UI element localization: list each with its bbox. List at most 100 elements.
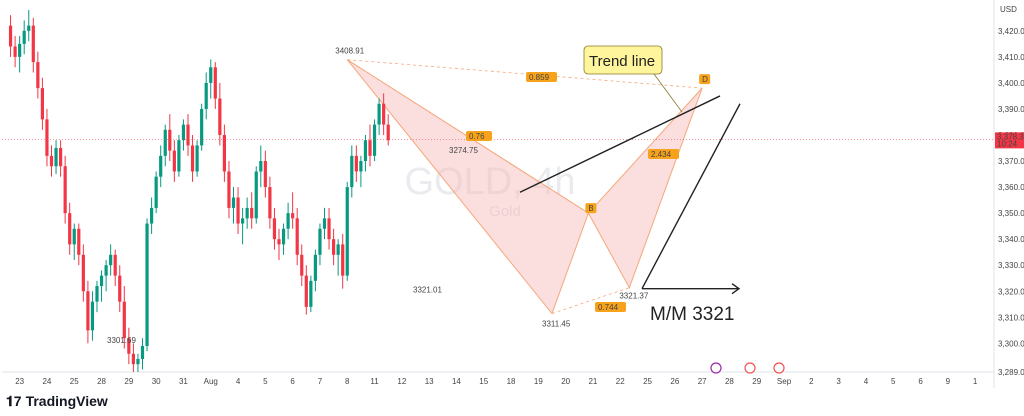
- candle-body: [386, 124, 390, 141]
- x-tick-label: 5: [891, 377, 896, 386]
- candle-body: [332, 239, 336, 255]
- candle-body: [359, 161, 363, 172]
- ratio-xd: 0.859: [529, 73, 550, 82]
- y-tick-label: 3,400.00: [998, 79, 1024, 88]
- candle-body: [341, 244, 345, 276]
- y-tick-label: 3,360.00: [998, 183, 1024, 192]
- y-tick-label: 3,310.00: [998, 313, 1024, 322]
- tradingview-brand-text: TradingView: [25, 393, 108, 409]
- last-price-badge: [995, 132, 1024, 149]
- tradingview-mark-icon: 𝟏7: [6, 393, 22, 409]
- candle-body: [372, 124, 377, 156]
- flag-event-icon[interactable]: [773, 362, 785, 374]
- y-tick-label: 3,420.00: [998, 27, 1024, 36]
- candle-body: [154, 176, 158, 208]
- tradingview-logo[interactable]: 𝟏7 TradingView: [6, 393, 108, 410]
- y-tick-label: 3,410.00: [998, 53, 1024, 62]
- x-tick-label: 13: [425, 377, 434, 386]
- candle-body: [99, 275, 104, 287]
- x-tick-label: 30: [152, 377, 161, 386]
- candle-body: [241, 218, 245, 224]
- candle-body: [140, 345, 145, 359]
- candle-body: [81, 254, 85, 292]
- label-a-point: 3311.45: [542, 320, 571, 329]
- x-tick-label: 24: [42, 377, 51, 386]
- x-tick-label: 11: [370, 377, 379, 386]
- y-tick-label: 3,320.00: [998, 287, 1024, 296]
- x-tick-label: 25: [643, 377, 652, 386]
- candle-body: [45, 119, 49, 156]
- candle-body: [190, 145, 195, 172]
- x-tick-label: 5: [263, 377, 268, 386]
- candle-body: [177, 140, 181, 172]
- trend-line-callout-text: Trend line: [589, 53, 655, 70]
- tag-d-bg: [699, 74, 711, 85]
- trend-line-upper: [519, 95, 721, 193]
- trend-line-lower: [641, 103, 741, 289]
- candle-body: [36, 62, 40, 89]
- x-tick-label: 18: [507, 377, 516, 386]
- candle-body: [382, 103, 386, 125]
- x-tick-label: 9: [946, 377, 951, 386]
- x-tick-label: 20: [561, 377, 570, 386]
- pattern-line-ac: [551, 287, 630, 314]
- countdown-text: 10:24: [997, 139, 1018, 148]
- y-tick-label: 3,289.00: [998, 368, 1024, 377]
- tag-b: B: [588, 204, 593, 213]
- candle-body: [363, 140, 368, 162]
- watermark-symbol: GOLD, 4h: [404, 161, 575, 203]
- candle-body: [195, 145, 199, 172]
- currency-label: USD: [1000, 5, 1017, 14]
- candle-body: [222, 135, 226, 172]
- last-price-text: 3,378.32: [997, 132, 1024, 141]
- mm-arrow-head: [731, 283, 741, 295]
- candle-body: [300, 254, 304, 276]
- x-tick-label: 29: [124, 377, 133, 386]
- ratio-xd-bg: [526, 72, 557, 82]
- candle-body: [218, 98, 222, 136]
- candle-body: [163, 129, 167, 156]
- label-x-point: 3408.91: [335, 47, 364, 56]
- ratio-bc: 2.434: [651, 150, 672, 159]
- pattern-triangle-bcd: [587, 87, 703, 289]
- candle-body: [122, 301, 126, 339]
- candle-body: [145, 223, 149, 346]
- y-tick-label: 3,340.00: [998, 235, 1024, 244]
- x-tick-label: 22: [616, 377, 625, 386]
- candle-body: [109, 254, 113, 266]
- flag-event-icon[interactable]: [744, 362, 756, 374]
- candle-body: [150, 207, 154, 224]
- y-tick-label: 3,370.00: [998, 157, 1024, 166]
- candle-body: [204, 82, 208, 109]
- y-tick-label: 3,330.00: [998, 261, 1024, 270]
- candle-body: [313, 254, 317, 281]
- watermark-sub: Gold: [489, 203, 521, 220]
- candle-body: [31, 25, 35, 63]
- candle-body: [236, 197, 240, 224]
- candle-body: [322, 218, 327, 229]
- candle-body: [40, 88, 44, 120]
- candle-body: [186, 124, 190, 146]
- candle-body: [27, 25, 31, 31]
- label-c-point: 3321.37: [619, 292, 648, 301]
- candle-body: [277, 239, 281, 245]
- candle-body: [254, 171, 258, 219]
- candle-body: [309, 280, 313, 307]
- x-tick-label: 8: [345, 377, 350, 386]
- label-mid-low: 3321.01: [413, 286, 442, 295]
- event-marker-icon[interactable]: [710, 362, 722, 374]
- candle-body: [272, 218, 277, 240]
- x-tick-label: 12: [397, 377, 406, 386]
- ratio-ab-bg: [595, 302, 626, 312]
- candle-body: [354, 155, 358, 172]
- candle-body: [291, 213, 295, 219]
- footer-bar: 𝟏7 TradingView: [0, 388, 1024, 416]
- tag-b-bg: [585, 203, 597, 214]
- candle-body: [377, 103, 381, 125]
- candle-body: [72, 228, 76, 245]
- x-tick-label: 19: [534, 377, 543, 386]
- candle-body: [136, 358, 140, 365]
- ratio-mid-bg: [466, 131, 492, 141]
- x-tick-label: 31: [179, 377, 188, 386]
- tag-d: D: [702, 75, 708, 84]
